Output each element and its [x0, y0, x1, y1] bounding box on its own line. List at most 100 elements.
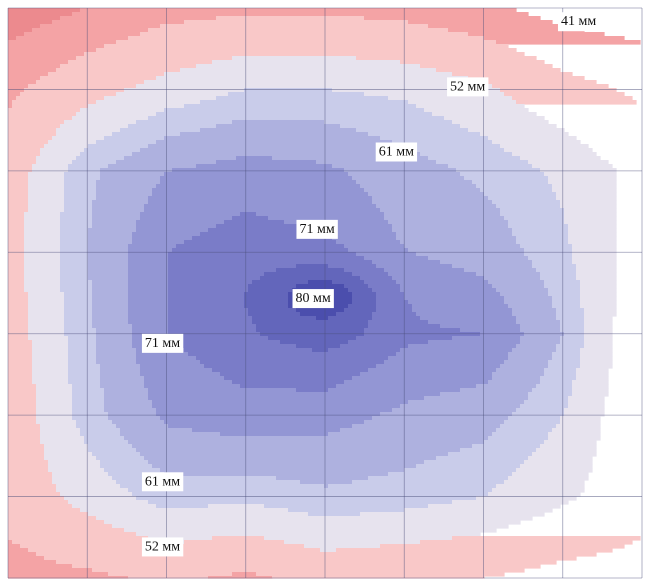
- contour-band-cell: [380, 208, 501, 213]
- contour-label-text: 61 мм: [379, 145, 414, 160]
- contour-band-cell: [400, 144, 501, 149]
- contour-band-cell: [168, 260, 373, 265]
- contour-band-cell: [168, 316, 253, 321]
- contour-band-cell: [364, 332, 481, 337]
- contour-band-cell: [328, 264, 377, 269]
- contour-band-cell: [88, 272, 129, 277]
- contour-band-cell: [28, 300, 65, 305]
- contour-band-cell: [32, 364, 69, 369]
- contour-band-cell: [104, 392, 149, 397]
- contour-band-cell: [128, 300, 169, 305]
- contour-band-cell: [520, 244, 573, 249]
- contour-band-cell: [92, 568, 525, 573]
- contour-band-cell: [220, 372, 361, 377]
- contour-band-cell: [128, 316, 169, 321]
- contour-band-cell: [364, 256, 429, 261]
- contour-band-cell: [560, 328, 585, 333]
- contour-band-cell: [376, 300, 409, 305]
- contour-band-cell: [76, 156, 125, 161]
- contour-band-cell: [24, 236, 61, 241]
- contour-band-cell: [524, 252, 573, 257]
- contour-band-cell: [540, 168, 617, 173]
- contour-band-cell: [580, 348, 613, 353]
- contour-band-cell: [504, 360, 549, 365]
- contour-band-cell: [380, 136, 489, 141]
- contour-band-cell: [8, 256, 25, 261]
- contour-band-cell: [72, 388, 105, 393]
- contour-band-cell: [208, 504, 265, 509]
- contour-band-cell: [36, 420, 77, 425]
- contour-band-cell: [164, 108, 425, 113]
- contour-band-cell: [364, 420, 505, 425]
- contour-band-cell: [8, 516, 97, 521]
- contour-band-cell: [36, 80, 145, 85]
- contour-band-cell: [8, 208, 29, 213]
- contour-band-cell: [136, 360, 201, 365]
- contour-band-cell: [96, 360, 137, 365]
- contour-band-cell: [372, 196, 489, 201]
- contour-band-cell: [512, 228, 569, 233]
- contour-band-cell: [584, 336, 613, 341]
- contour-band-cell: [344, 168, 457, 173]
- contour-band-cell: [156, 76, 469, 81]
- contour-band-cell: [152, 400, 409, 405]
- contour-band-cell: [552, 184, 617, 189]
- contour-band-cell: [8, 544, 21, 549]
- contour-band-cell: [160, 180, 357, 185]
- contour-band-cell: [468, 32, 605, 37]
- contour-band-cell: [148, 396, 425, 401]
- contour-band-cell: [436, 160, 529, 165]
- contour-band-cell: [24, 240, 61, 245]
- contour-band-cell: [284, 540, 421, 545]
- contour-band-cell: [96, 140, 157, 145]
- contour-band-cell: [516, 316, 557, 321]
- contour-band-cell: [8, 216, 25, 221]
- contour-band-cell: [484, 192, 557, 197]
- contour-band-cell: [248, 312, 301, 317]
- contour-band-cell: [184, 20, 409, 25]
- contour-band-cell: [516, 468, 593, 473]
- contour-band-cell: [24, 264, 61, 269]
- contour-band-cell: [8, 564, 73, 569]
- contour-band-cell: [232, 56, 357, 61]
- contour-band-cell: [128, 304, 169, 309]
- contour-band-cell: [572, 252, 617, 257]
- contour-band-cell: [572, 248, 617, 253]
- contour-band-cell: [148, 392, 441, 397]
- contour-band-cell: [464, 176, 549, 181]
- contour-band-cell: [568, 224, 617, 229]
- contour-band-cell: [8, 144, 45, 149]
- contour-band-cell: [168, 272, 265, 277]
- contour-band-cell: [404, 296, 505, 301]
- contour-band-cell: [8, 352, 33, 357]
- contour-band-cell: [108, 164, 197, 169]
- contour-band-cell: [180, 132, 369, 137]
- contour-band-cell: [532, 452, 597, 457]
- contour-band-cell: [568, 236, 617, 241]
- contour-band-cell: [544, 368, 577, 373]
- contour-band-cell: [24, 268, 61, 273]
- contour-band-cell: [428, 504, 561, 509]
- contour-band-cell: [460, 448, 537, 453]
- contour-band-cell: [48, 72, 165, 77]
- contour-band-cell: [328, 484, 497, 489]
- contour-band-cell: [528, 160, 609, 165]
- contour-band-cell: [564, 408, 605, 413]
- contour-band-cell: [552, 300, 581, 305]
- contour-band-cell: [32, 372, 69, 377]
- contour-band-cell: [228, 92, 365, 97]
- contour-band-cell: [40, 428, 81, 433]
- contour-band-cell: [432, 112, 537, 117]
- contour-band-cell: [504, 148, 593, 153]
- contour-band-cell: [92, 324, 133, 329]
- contour-band-cell: [8, 504, 73, 509]
- contour-band-cell: [48, 140, 97, 145]
- contour-band-cell: [124, 88, 245, 93]
- contour-band-cell: [44, 144, 89, 149]
- contour-band-cell: [68, 348, 97, 353]
- contour-band-cell: [468, 76, 585, 81]
- contour-band-cell: [8, 316, 29, 321]
- contour-band-cell: [8, 196, 29, 201]
- contour-band-cell: [564, 220, 617, 225]
- contour-band-cell: [544, 280, 581, 285]
